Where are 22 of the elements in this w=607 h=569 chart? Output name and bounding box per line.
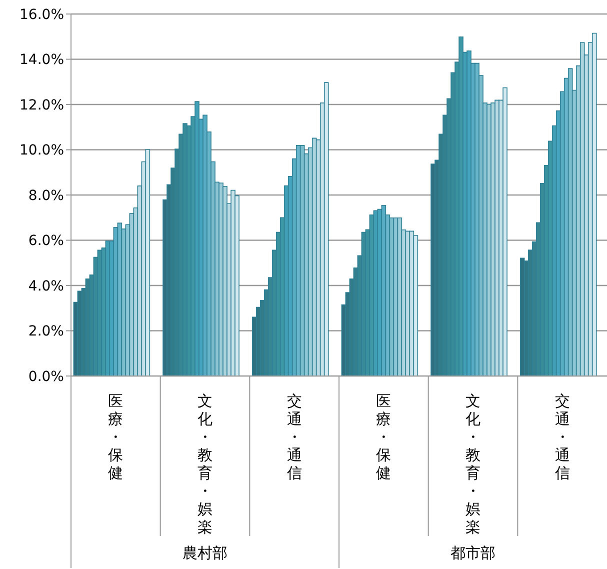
x-tick-label: 交通・通信	[286, 392, 302, 482]
y-tick-label: 6.0%	[28, 233, 64, 250]
x-tick-label: 医療・保健	[376, 392, 392, 482]
bar	[592, 32, 597, 376]
y-tick-label: 12.0%	[20, 97, 64, 114]
x-tick-label: 文化・教育・娯楽	[466, 392, 480, 536]
bar	[502, 87, 508, 376]
y-tick-label: 4.0%	[28, 278, 64, 294]
bar	[413, 235, 418, 376]
text: 都市部	[450, 544, 496, 563]
x-tick-label: 文化・教育・娯楽	[198, 392, 212, 536]
y-tick-label: 8.0%	[28, 188, 64, 204]
x-tick-label: 交通・通信	[554, 392, 570, 482]
y-tick-label: 14.0%	[20, 52, 64, 68]
x-tick-label: 医療・保健	[108, 392, 124, 482]
bar	[145, 149, 150, 376]
y-tick-label: 0.0%	[28, 368, 64, 385]
y-tick-label: 2.0%	[28, 324, 64, 340]
text: 農村部	[182, 544, 228, 563]
y-tick-label: 10.0%	[20, 142, 64, 159]
bar	[324, 82, 329, 376]
y-tick-label: 16.0%	[20, 6, 64, 23]
